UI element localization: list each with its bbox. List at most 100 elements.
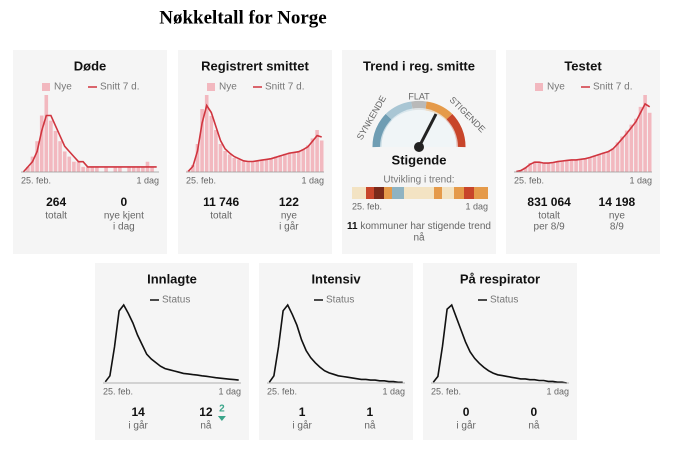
bar: [537, 162, 542, 172]
bar: [597, 154, 601, 172]
card-title: Døde: [74, 58, 107, 73]
bar: [629, 124, 634, 172]
bar: [232, 158, 237, 172]
bar: [551, 161, 555, 172]
bar: [72, 161, 76, 172]
bar: [273, 156, 278, 172]
bar: [30, 156, 35, 172]
stat-value: 1: [367, 405, 374, 419]
stat-label: i går: [279, 221, 299, 233]
strip-cell: [442, 187, 454, 199]
card-title: Registrert smittet: [201, 58, 309, 73]
bar: [237, 159, 241, 172]
stat-label: i går: [128, 420, 148, 432]
bar: [569, 159, 574, 172]
bar: [67, 156, 72, 172]
bar: [634, 118, 638, 172]
x-label: 1 dag: [301, 175, 324, 185]
legend-label: Status: [490, 295, 518, 306]
legend-label: Snitt 7 d.: [100, 82, 139, 93]
trend-status: Stigende: [392, 152, 447, 167]
card-title: Testet: [564, 58, 602, 73]
bar: [546, 163, 551, 172]
card: [95, 263, 249, 440]
bar: [76, 161, 81, 172]
x-label: 25. feb.: [431, 386, 461, 396]
stat-label: nye: [281, 211, 298, 222]
bar: [574, 160, 578, 172]
bar: [131, 166, 136, 172]
bar: [601, 152, 606, 172]
trend-count-text: kommuner har stigende trend: [360, 221, 491, 232]
stat-label: nye kjent: [104, 211, 144, 222]
bar: [204, 95, 209, 172]
bar: [250, 161, 255, 172]
legend-swatch: [42, 83, 50, 91]
card-title: Innlagte: [147, 271, 197, 286]
bar: [104, 166, 108, 172]
bar: [127, 166, 131, 172]
bar: [615, 142, 620, 172]
bar: [283, 153, 287, 172]
bar: [35, 141, 39, 172]
bar: [583, 158, 588, 172]
bar: [95, 166, 99, 172]
bar: [191, 165, 195, 172]
bar: [306, 145, 310, 172]
gauge-segment: [385, 101, 413, 121]
bar: [296, 151, 301, 172]
line: [432, 303, 567, 384]
bar: [200, 109, 204, 172]
bar: [195, 144, 200, 172]
gauge-segment: [411, 100, 427, 111]
gauge-fill: [380, 108, 458, 147]
x-label: 25. feb.: [267, 386, 297, 396]
line: [516, 102, 651, 173]
legend-swatch: [207, 83, 215, 91]
stat-label: totalt: [210, 211, 232, 222]
stat-value: 0: [531, 405, 538, 419]
trend-card: Trend i reg. smitte SYNKENDE FLAT STIGEN…: [342, 50, 496, 254]
bar: [62, 151, 67, 172]
trend-count-line: 11 kommuner har stigende trend: [347, 221, 491, 232]
bar: [85, 166, 90, 172]
card-title: På respirator: [460, 271, 540, 286]
x-label: 1 dag: [546, 386, 569, 396]
chart-card: Testet Nye Snitt 7 d. 25. feb. 1 dag 831 064 t…: [506, 50, 660, 254]
bar: [49, 120, 53, 172]
stat-label: per 8/9: [534, 222, 566, 233]
line: [104, 303, 239, 383]
trend-strip: [352, 187, 488, 199]
stat-value: 11 746: [203, 195, 239, 209]
bar: [246, 162, 250, 172]
gauge-hub: [414, 142, 424, 152]
bar: [81, 166, 85, 172]
stat-value: 831 064: [527, 195, 571, 209]
x-label: 1 dag: [629, 175, 652, 185]
legend-label: Status: [162, 295, 190, 306]
strip-cell: [366, 187, 374, 199]
bar: [560, 160, 565, 172]
stat-label: nå: [528, 420, 540, 432]
trend-count-text: nå: [413, 232, 425, 244]
card-title: Trend i reg. smitte: [363, 58, 475, 73]
gauge-label: FLAT: [408, 91, 430, 101]
bar: [136, 166, 141, 172]
bar: [643, 95, 647, 172]
stat-label: nå: [364, 420, 376, 432]
bar: [528, 163, 532, 172]
legend-label: Nye: [547, 82, 565, 93]
bar: [39, 115, 44, 172]
strip-label: Utvikling i trend:: [383, 175, 454, 186]
x-label: 25. feb.: [352, 201, 382, 211]
strip-cell: [464, 187, 474, 199]
bar: [118, 166, 122, 172]
line: [22, 114, 157, 173]
bar: [227, 154, 232, 172]
bar: [624, 130, 629, 172]
bar: [301, 148, 306, 172]
bar: [578, 158, 583, 172]
